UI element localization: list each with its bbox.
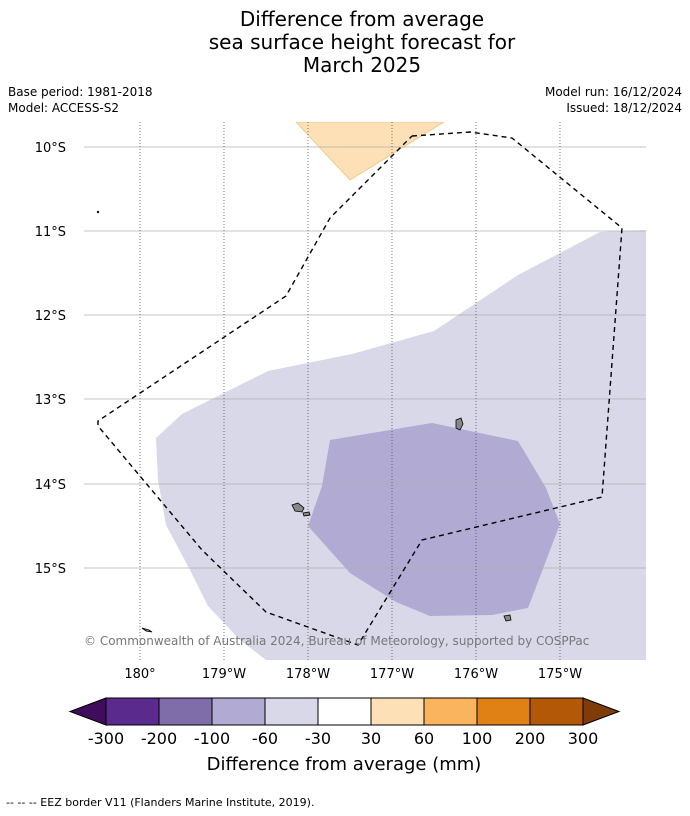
eez-border-line [97,131,623,646]
title-line-2: sea surface height forecast for [208,30,516,54]
lat-label-13s: 13°S [35,393,66,408]
colorbar: -300 -200 -100 -60 -30 30 60 100 200 300… [68,697,621,775]
map-plot-area [84,122,646,660]
latitude-labels: 10°S 11°S 12°S 13°S 14°S 15°S [35,141,66,577]
issued-date: Issued: 18/12/2024 [566,101,682,115]
colorbar-segment-9 [529,697,584,726]
colorbar-max-extension [582,697,621,726]
lon-label-177w: 177°W [370,667,414,682]
lat-label-15s: 15°S [35,562,66,577]
colorbar-tick-7: 60 [414,729,434,748]
colorbar-tick-8: 100 [462,729,493,748]
copyright-credit: © Commonwealth of Australia 2024, Bureau… [84,634,589,648]
lon-label-180: 180° [124,667,155,682]
colorbar-segment-6 [370,697,425,726]
colorbar-tick-1: -300 [88,729,124,748]
lat-label-12s: 12°S [35,309,66,324]
title-line-1: Difference from average [239,7,485,31]
colorbar-tick-9: 200 [515,729,546,748]
island-tiny [96,210,100,214]
title-line-3: March 2025 [302,53,422,77]
colorbar-segment-7 [423,697,478,726]
island-west-small [302,511,311,517]
colorbar-min-extension [68,697,107,726]
colorbar-segment-3 [211,697,266,726]
colorbar-segment-5 [317,697,372,726]
islands [96,210,512,633]
island-north [455,417,464,431]
longitude-labels: 180° 179°W 178°W 177°W 176°W 175°W [124,667,582,682]
lat-label-14s: 14°S [35,478,66,493]
colorbar-tick-3: -100 [194,729,230,748]
colorbar-tick-6: 30 [361,729,381,748]
latitude-gridlines [84,146,646,569]
colorbar-segment-8 [476,697,531,726]
map-title: Difference from average sea surface heig… [0,8,690,77]
island-south [503,614,512,622]
base-period: Base period: 1981-2018 [8,85,153,99]
lon-label-179w: 179°W [202,667,246,682]
lon-label-176w: 176°W [454,667,498,682]
model-run: Model run: 16/12/2024 [544,85,682,99]
lat-label-11s: 11°S [35,225,66,240]
meta-left: Base period: 1981-2018 Model: ACCESS-S2 [8,84,153,116]
island-southwest [141,627,153,633]
lon-label-175w: 175°W [538,667,582,682]
colorbar-segment-4 [264,697,319,726]
lat-label-10s: 10°S [35,141,66,156]
lon-label-178w: 178°W [286,667,330,682]
island-west [291,502,305,513]
eez-legend-footer: -- -- -- EEZ border V11 (Flanders Marine… [6,796,315,809]
colorbar-tick-10: 300 [568,729,599,748]
colorbar-tick-5: -30 [305,729,331,748]
colorbar-segment-2 [158,697,213,726]
colorbar-segment-1 [105,697,160,726]
meta-right: Model run: 16/12/2024 Issued: 18/12/2024 [545,84,682,116]
colorbar-tick-4: -60 [252,729,278,748]
colorbar-tick-2: -200 [141,729,177,748]
model-name: Model: ACCESS-S2 [8,101,120,115]
colorbar-title: Difference from average (mm) [207,754,482,775]
